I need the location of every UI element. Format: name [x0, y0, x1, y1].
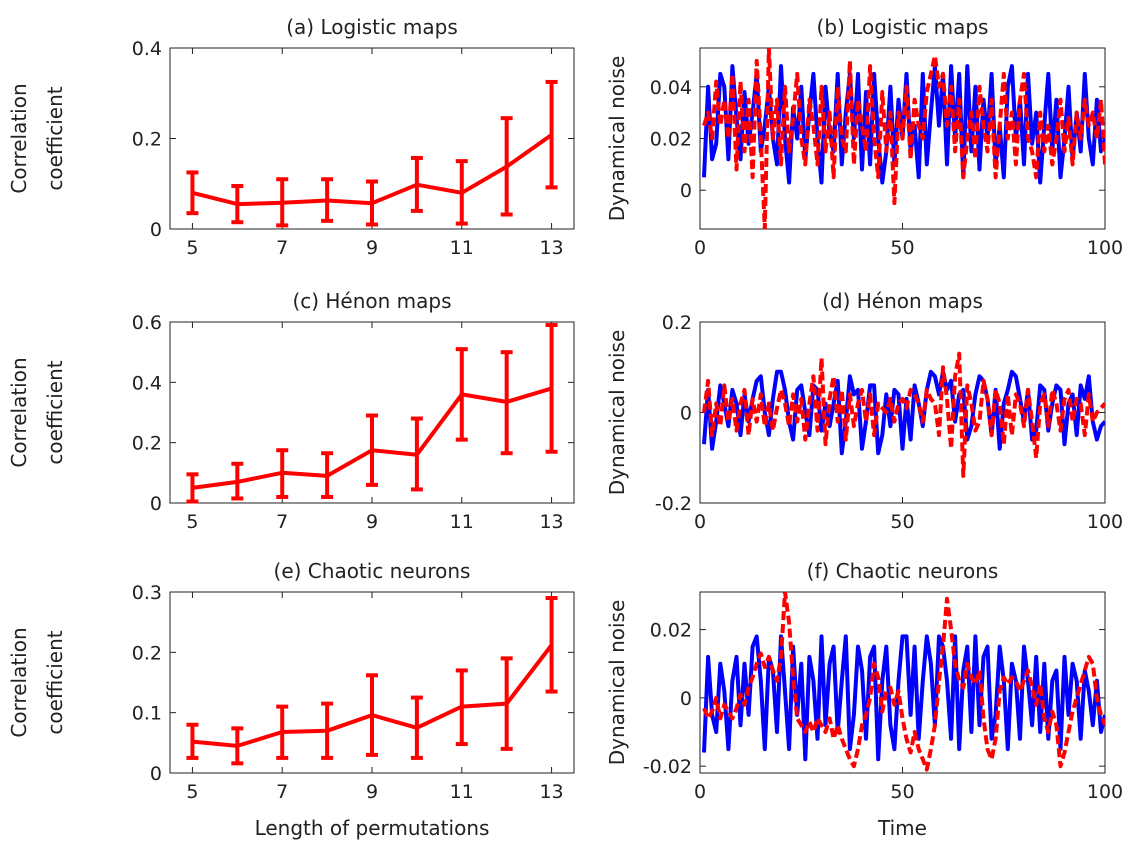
y-tick-label: 0	[150, 763, 162, 785]
x-tick-label: 9	[366, 237, 378, 259]
panel-c: (c) Hénon maps 0 0.2 0.4 0.6 5 7 9 11 13 Correlati…	[7, 289, 575, 533]
x-tick-label: 0	[694, 237, 706, 259]
y-axis-label: coefficient	[43, 360, 67, 464]
x-tick-label: 13	[539, 511, 563, 533]
y-axis-label: Correlation	[7, 357, 31, 467]
dashed-series-line	[702, 592, 1105, 772]
y-tick-label: 0.02	[650, 129, 692, 151]
x-tick-label: 11	[450, 781, 474, 803]
y-tick-label: -0.2	[655, 493, 692, 515]
y-tick-label: 0.4	[132, 372, 162, 394]
x-tick-label: 5	[186, 237, 198, 259]
x-axis-label: Time	[877, 816, 927, 840]
y-axis-label: Dynamical noise	[605, 56, 629, 222]
y-axis-label: Dynamical noise	[605, 600, 629, 766]
y-axis-label: Dynamical noise	[605, 330, 629, 496]
y-tick-label: -0.02	[643, 756, 692, 778]
panel-e: (e) Chaotic neurons 0 0.1 0.2 0.3 5 7 9 11 13 Corr…	[7, 559, 575, 840]
y-axis-label: coefficient	[43, 630, 67, 734]
panel-title: (b) Logistic maps	[817, 15, 989, 39]
y-tick-label: 0	[680, 403, 692, 425]
x-tick-label: 7	[276, 237, 288, 259]
x-tick-label: 13	[539, 781, 563, 803]
plot-frame	[699, 321, 1106, 504]
y-tick-label: 0.6	[132, 312, 162, 334]
y-axis-label: Correlation	[7, 627, 31, 737]
x-tick-label: 13	[539, 237, 563, 259]
x-tick-label: 50	[890, 237, 914, 259]
dashed-series-line	[702, 48, 1105, 229]
y-tick-label: 0	[150, 219, 162, 241]
mean-line	[192, 643, 554, 748]
x-tick-label: 100	[1087, 511, 1123, 533]
panel-title: (c) Hénon maps	[292, 289, 451, 313]
y-tick-label: 0.3	[132, 582, 162, 604]
error-bar	[545, 596, 558, 694]
panel-title: (f) Chaotic neurons	[807, 559, 999, 583]
x-tick-label: 11	[450, 237, 474, 259]
y-tick-label: 0.2	[662, 312, 692, 334]
y-tick-label: 0.1	[132, 703, 162, 725]
x-tick-label: 7	[276, 781, 288, 803]
error-bar	[545, 79, 558, 190]
solid-series-line	[702, 634, 1105, 762]
x-tick-label: 100	[1087, 237, 1123, 259]
y-tick-label: 0.2	[132, 433, 162, 455]
x-tick-label: 50	[890, 781, 914, 803]
mean-line	[191, 133, 553, 207]
y-axis-label: coefficient	[43, 86, 67, 190]
x-tick-label: 7	[276, 511, 288, 533]
y-axis-label: Correlation	[7, 83, 31, 193]
x-tick-label: 11	[450, 511, 474, 533]
panel-title: (d) Hénon maps	[822, 289, 983, 313]
x-tick-label: 5	[186, 781, 198, 803]
x-tick-label: 0	[694, 781, 706, 803]
x-tick-label: 5	[186, 511, 198, 533]
y-tick-label: 0	[680, 688, 692, 710]
panel-title: (e) Chaotic neurons	[274, 559, 471, 583]
x-tick-label: 50	[890, 511, 914, 533]
y-tick-label: 0	[680, 180, 692, 202]
y-tick-label: 0	[150, 493, 162, 515]
x-tick-label: 9	[366, 511, 378, 533]
y-tick-label: 0.2	[132, 642, 162, 664]
panel-a: (a) Logistic maps 0 0.2 0.4 5 7 9 11 13 Correlati…	[7, 15, 575, 259]
panel-b: (b) Logistic maps 0 0.02 0.04 0 50 100 Dynamica…	[605, 15, 1123, 259]
x-tick-label: 0	[694, 511, 706, 533]
x-tick-label: 100	[1087, 781, 1123, 803]
x-tick-label: 9	[366, 781, 378, 803]
y-tick-label: 0.02	[650, 620, 692, 642]
x-axis-label: Length of permutations	[255, 816, 490, 840]
y-tick-label: 0.04	[650, 77, 692, 99]
y-tick-label: 0.2	[132, 129, 162, 151]
y-tick-label: 0.4	[132, 38, 162, 60]
mean-line	[192, 386, 553, 490]
panel-title: (a) Logistic maps	[286, 15, 458, 39]
